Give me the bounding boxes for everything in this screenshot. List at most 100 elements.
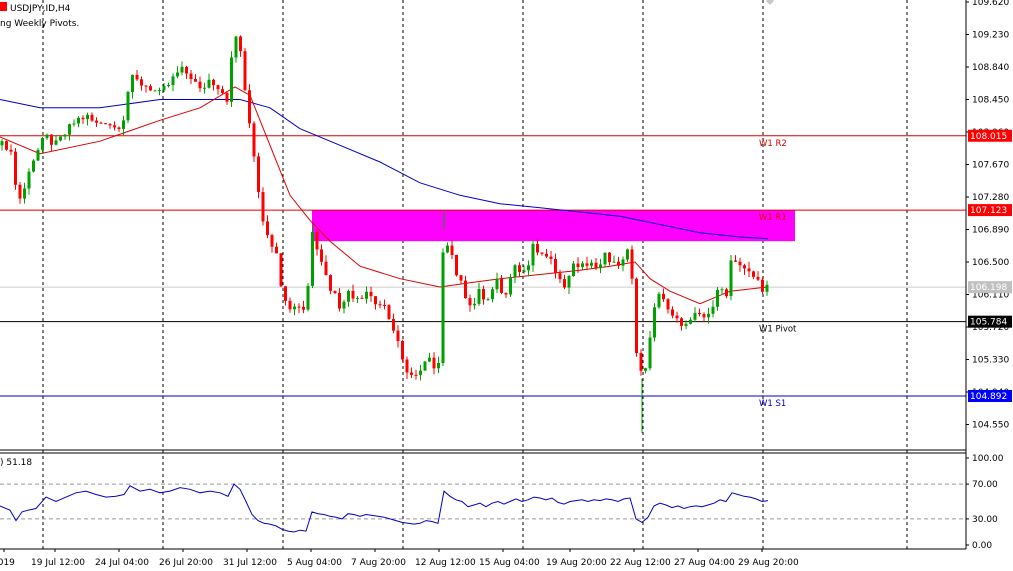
candle-bear: [464, 280, 467, 299]
candle-bull: [77, 117, 80, 124]
level-tag: 107.123: [970, 206, 1007, 216]
candle-bear: [500, 278, 503, 293]
candle-bear: [743, 265, 746, 269]
candle-bull: [207, 79, 211, 88]
level-tag: 104.892: [970, 392, 1007, 402]
shift-marker-icon[interactable]: [766, 0, 774, 5]
candle-bull: [657, 293, 661, 308]
candle-bear: [747, 268, 751, 272]
candle-bear: [104, 123, 107, 125]
resistance-zone[interactable]: [312, 210, 795, 242]
candle-bear: [270, 235, 274, 247]
candle-bear: [14, 151, 17, 185]
candle-bear: [194, 79, 197, 82]
candle-bull: [621, 259, 625, 266]
price-tick-label: 105.330: [972, 356, 1009, 366]
price-tick-label: 107.280: [972, 193, 1009, 203]
candle-bear: [734, 260, 737, 262]
indicator-title: ng Weekly Pivots.: [0, 19, 79, 29]
candle-bear: [738, 261, 742, 266]
time-tick-label: 5 Aug 04:00: [287, 558, 342, 568]
candle-bear: [257, 156, 260, 193]
candle-bear: [639, 353, 643, 371]
candle-bear: [185, 66, 188, 74]
candle-bull: [653, 307, 656, 338]
candle-bear: [702, 314, 706, 318]
candle-bull: [477, 289, 481, 304]
candle-bear: [585, 263, 589, 266]
price-tick-label: 106.890: [972, 226, 1009, 236]
period-separators: [42, 0, 908, 549]
candle-bear: [540, 252, 544, 254]
candle-bull: [153, 90, 157, 92]
candle-bear: [630, 249, 634, 279]
candle-bear: [149, 86, 152, 91]
candle-bull: [707, 313, 710, 318]
rsi-label: ) 51.18: [0, 458, 32, 468]
time-tick-label: 26 Jul 20:00: [159, 558, 213, 568]
candle-bull: [486, 299, 490, 301]
candle-bull: [45, 134, 49, 139]
candle-bear: [387, 305, 391, 319]
candle-bear: [261, 192, 265, 222]
candle-bear: [216, 85, 220, 90]
candle-bear: [392, 318, 395, 331]
candle-bull: [626, 249, 629, 260]
candle-bull: [441, 252, 445, 363]
resistance-zone-rect[interactable]: [312, 210, 795, 242]
candle-bull: [693, 312, 697, 320]
current-price-tag-bg: [968, 281, 1012, 294]
candle-bull: [428, 357, 431, 362]
price-tick-label: 106.500: [972, 258, 1009, 268]
time-tick-label: 27 Aug 04:00: [674, 558, 735, 568]
candle-bull: [419, 370, 422, 375]
candle-bear: [324, 261, 328, 276]
candle-bear: [536, 243, 539, 253]
candle-bull: [306, 285, 310, 310]
candle-bear: [450, 245, 454, 255]
candle-bull: [162, 86, 166, 91]
candle-bear: [666, 299, 670, 310]
candle-bull: [23, 188, 26, 199]
candle-bear: [756, 276, 760, 280]
candle-bull: [131, 74, 134, 92]
candle-bear: [374, 296, 377, 305]
candle-bull: [41, 138, 44, 150]
candle-bear: [504, 292, 508, 295]
candle-bull: [234, 36, 238, 58]
candle-bear: [329, 275, 332, 291]
candle-bear: [725, 289, 728, 297]
candle-bull: [495, 278, 499, 290]
candle-bull: [365, 291, 368, 299]
candle-bull: [513, 265, 517, 278]
candle-bull: [158, 90, 161, 92]
rsi-tick-label: 100.00: [972, 454, 1004, 464]
candle-bull: [689, 319, 692, 324]
candles: [0, 35, 769, 433]
candle-bear: [675, 315, 679, 319]
rsi-tick-label: 30.00: [972, 515, 998, 525]
candle-bull: [54, 140, 58, 145]
candle-bull: [644, 368, 647, 371]
ma-short-line: [0, 86, 769, 305]
candle-bear: [140, 79, 143, 86]
candle-bull: [473, 303, 476, 306]
candle-bear: [405, 359, 409, 373]
level-tag-bg: [968, 390, 1012, 402]
time-tick-label: 2019: [0, 558, 15, 568]
level-label: W1 R2: [759, 139, 787, 149]
candle-bull: [446, 245, 449, 253]
rsi-line: [0, 483, 769, 533]
candle-bear: [50, 134, 53, 145]
candle-bear: [378, 304, 382, 306]
candle-bear: [545, 253, 548, 257]
candle-bull: [648, 337, 652, 369]
candle-bear: [243, 51, 247, 91]
candle-bear: [144, 85, 148, 87]
candle-bear: [99, 122, 103, 124]
candle-bull: [0, 141, 4, 146]
candle-bear: [698, 312, 701, 315]
